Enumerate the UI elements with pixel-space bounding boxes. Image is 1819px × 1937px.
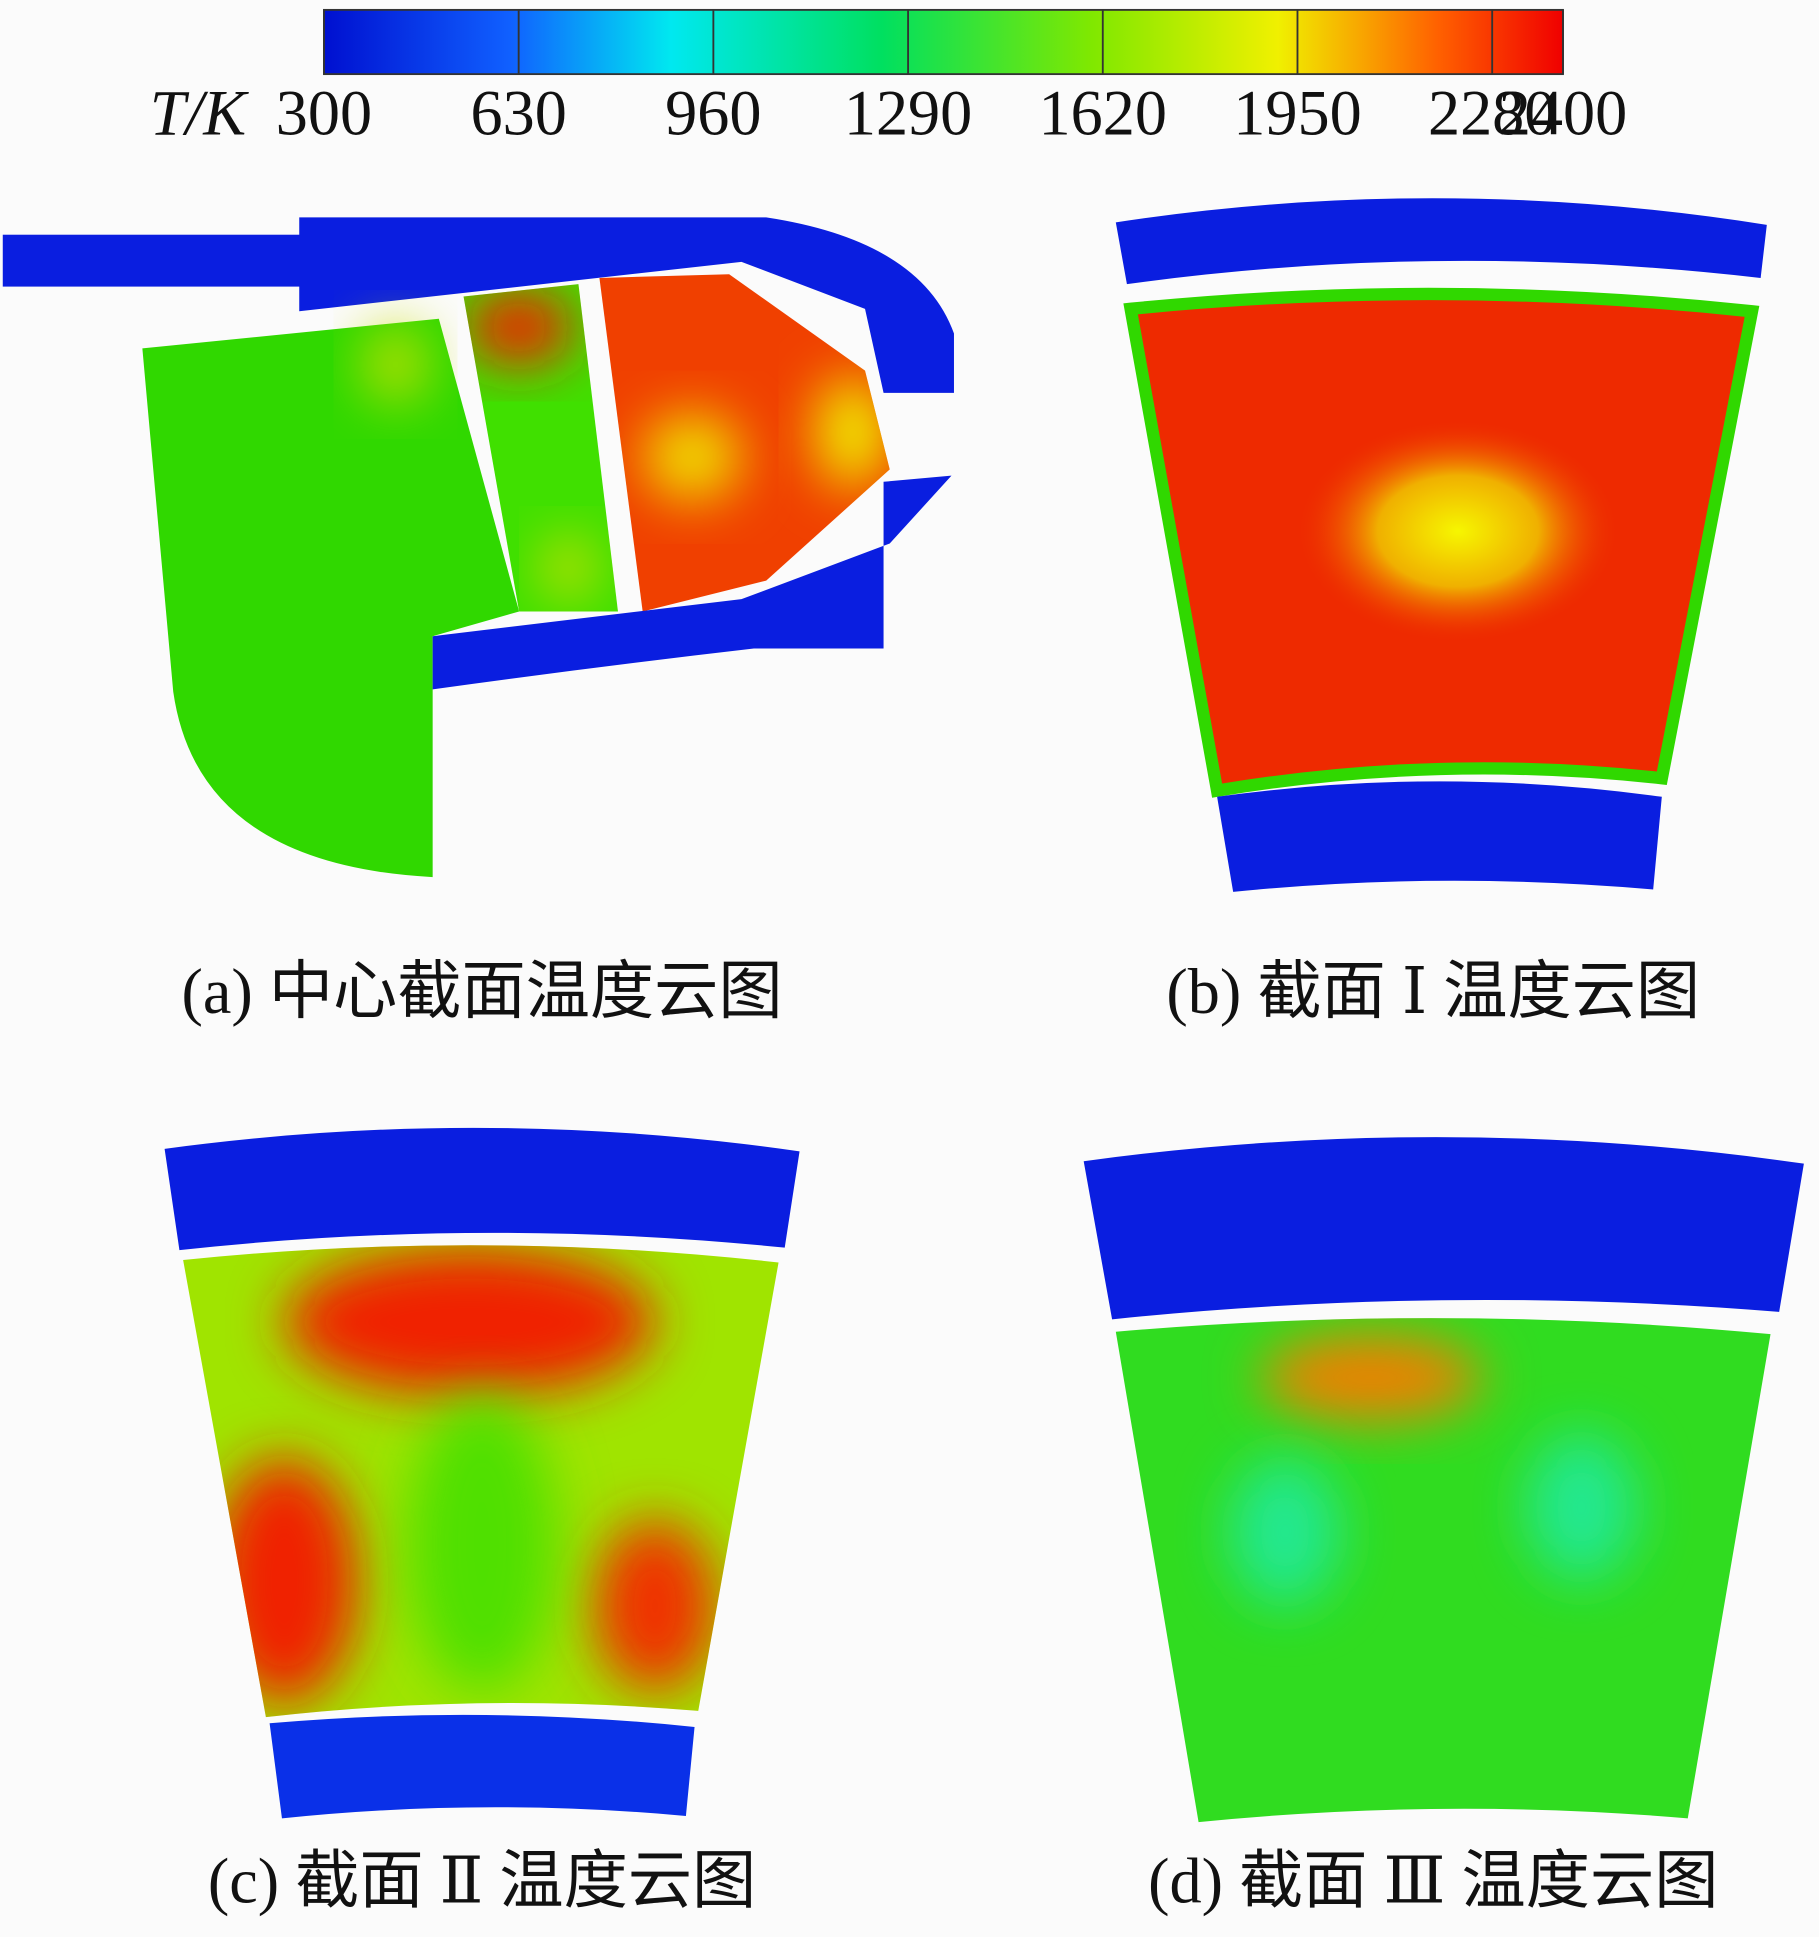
tick-label: 1290	[844, 78, 972, 149]
colorbar	[323, 8, 1564, 76]
tick-label: 1620	[1039, 78, 1167, 149]
caption: (c) 截面 Ⅱ 温度云图	[208, 1845, 756, 1916]
caption: (a) 中心截面温度云图	[182, 956, 783, 1027]
tick-label: 630	[470, 78, 566, 149]
contour-c	[164, 1127, 800, 1819]
caption: (d) 截面 Ⅲ 温度云图	[1148, 1845, 1718, 1916]
tick-label: 960	[665, 78, 761, 149]
tick-label: 300	[276, 78, 372, 149]
contour-b	[1115, 198, 1767, 892]
colorbar-label: T/K	[150, 78, 250, 149]
caption: (b) 截面 Ⅰ 温度云图	[1166, 956, 1700, 1027]
tick-label: 2400	[1499, 78, 1627, 149]
contour-a	[2, 217, 954, 878]
tick-label: 1950	[1233, 78, 1361, 149]
contour-d	[1083, 1137, 1804, 1823]
tick-label: 2280	[1428, 78, 1556, 149]
